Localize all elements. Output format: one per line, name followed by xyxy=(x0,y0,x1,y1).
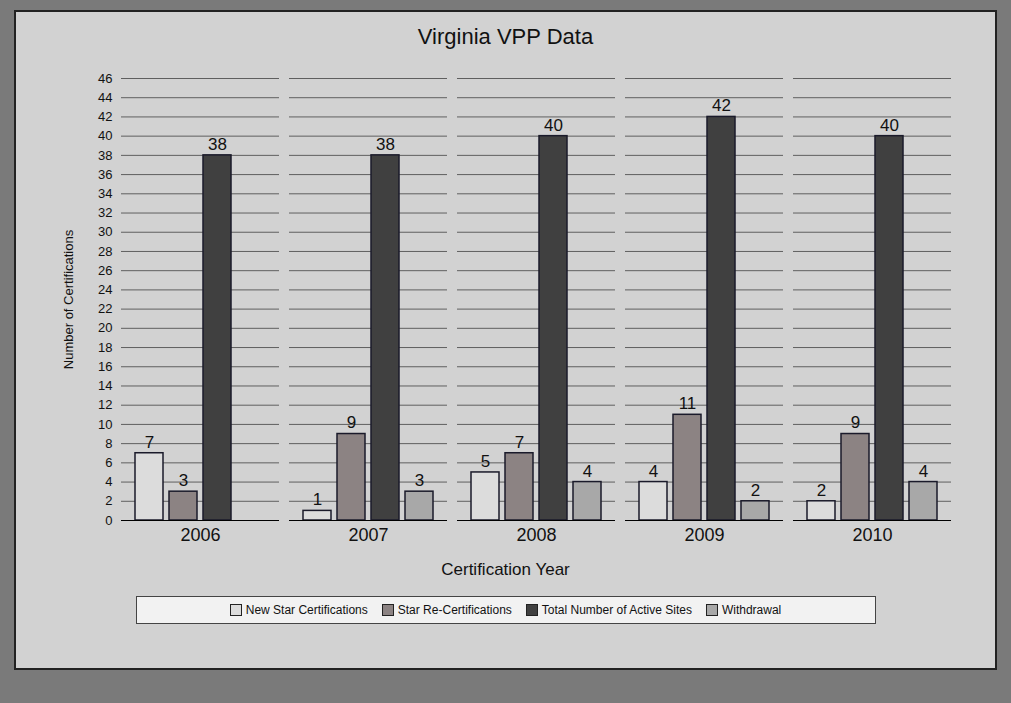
svg-text:18: 18 xyxy=(98,340,112,355)
svg-text:38: 38 xyxy=(98,148,112,163)
html-text:New Star Certifications: New Star Certifications xyxy=(245,603,368,617)
svg-text:26: 26 xyxy=(98,263,112,278)
svg-text:22: 22 xyxy=(98,301,112,316)
svg-text:40: 40 xyxy=(880,116,899,135)
svg-text:2: 2 xyxy=(750,481,759,500)
svg-text:9: 9 xyxy=(346,413,355,432)
svg-text:1: 1 xyxy=(312,490,321,509)
svg-text:3: 3 xyxy=(414,471,423,490)
svg-text:3: 3 xyxy=(178,471,187,490)
svg-text:2007: 2007 xyxy=(348,525,388,545)
svg-text:30: 30 xyxy=(98,224,112,239)
svg-text:32: 32 xyxy=(98,205,112,220)
svg-text:2: 2 xyxy=(816,481,825,500)
svg-text:2: 2 xyxy=(105,493,112,508)
svg-text:4: 4 xyxy=(105,474,112,489)
svg-text:28: 28 xyxy=(98,244,112,259)
svg-text:40: 40 xyxy=(544,116,563,135)
svg-text:2008: 2008 xyxy=(516,525,556,545)
svg-text:2010: 2010 xyxy=(852,525,892,545)
svg-text:42: 42 xyxy=(98,109,112,124)
svg-text:16: 16 xyxy=(98,359,112,374)
svg-text:11: 11 xyxy=(678,394,696,413)
svg-text:9: 9 xyxy=(850,413,859,432)
svg-text:7: 7 xyxy=(144,433,153,452)
html-text:Certification Year: Certification Year xyxy=(441,560,570,579)
svg-text:Number of Certifications: Number of Certifications xyxy=(60,229,75,369)
html-text:Virginia VPP Data: Virginia VPP Data xyxy=(417,24,594,49)
svg-text:42: 42 xyxy=(712,96,731,115)
svg-text:44: 44 xyxy=(98,90,112,105)
svg-text:2006: 2006 xyxy=(180,525,220,545)
svg-text:4: 4 xyxy=(648,462,657,481)
svg-text:4: 4 xyxy=(918,462,927,481)
svg-text:10: 10 xyxy=(98,417,112,432)
svg-text:34: 34 xyxy=(98,186,112,201)
html-text:Withdrawal: Withdrawal xyxy=(721,603,782,617)
svg-text:2009: 2009 xyxy=(684,525,724,545)
svg-text:0: 0 xyxy=(105,513,112,528)
svg-text:36: 36 xyxy=(98,167,112,182)
svg-text:4: 4 xyxy=(582,462,591,481)
html-text:Total Number of Active Sites: Total Number of Active Sites xyxy=(541,603,692,617)
svg-text:12: 12 xyxy=(98,397,112,412)
svg-text:6: 6 xyxy=(105,455,112,470)
svg-text:24: 24 xyxy=(98,282,112,297)
svg-text:14: 14 xyxy=(98,378,112,393)
svg-text:46: 46 xyxy=(98,71,112,86)
svg-text:5: 5 xyxy=(480,452,489,471)
html-text:Star Re-Certifications: Star Re-Certifications xyxy=(397,603,512,617)
svg-text:38: 38 xyxy=(208,135,227,154)
svg-text:8: 8 xyxy=(105,436,112,451)
svg-text:20: 20 xyxy=(98,320,112,335)
svg-text:38: 38 xyxy=(376,135,395,154)
svg-text:7: 7 xyxy=(514,433,523,452)
svg-text:40: 40 xyxy=(98,128,112,143)
